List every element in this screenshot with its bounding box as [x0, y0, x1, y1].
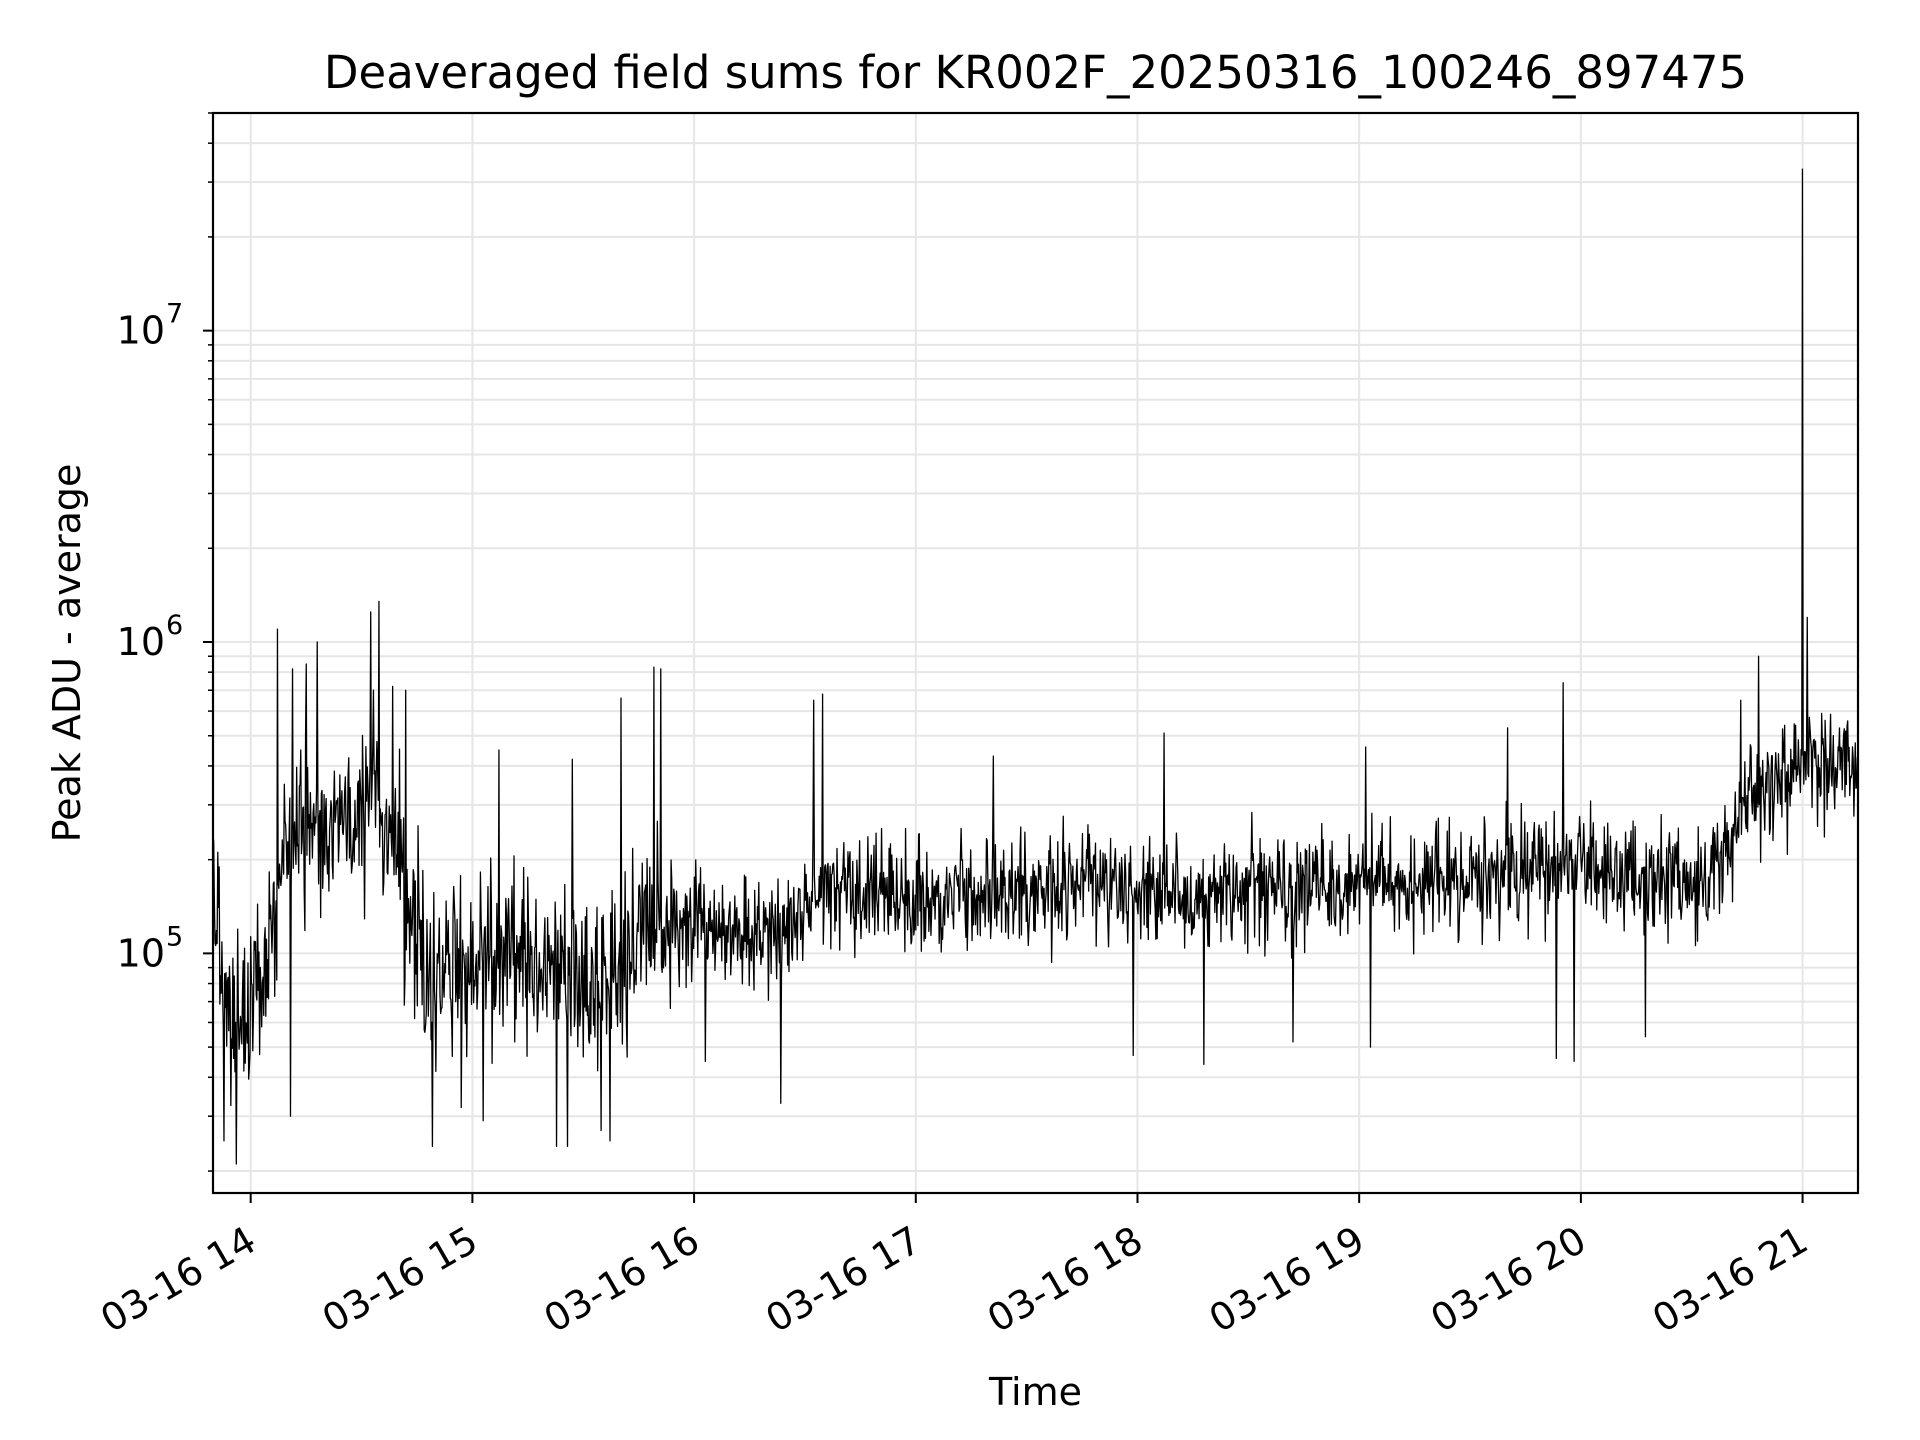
series-line: [213, 168, 1858, 1165]
y-tick-base: 10: [117, 309, 165, 353]
y-tick-exponent: 7: [166, 299, 183, 330]
y-tick-base: 10: [117, 931, 165, 975]
series-layer: [213, 168, 1858, 1165]
y-tick-base: 10: [117, 620, 165, 664]
plot-frame: [211, 111, 1860, 1195]
chart-title: Deaveraged field sums for KR002F_2025031…: [324, 46, 1747, 99]
y-tick-label: 10 7: [117, 299, 184, 353]
y-tick-label: 10 6: [117, 610, 184, 664]
y-tick-label: 10 5: [117, 921, 184, 975]
y-tick-exponent: 6: [166, 610, 183, 641]
y-axis-label: Peak ADU - average: [45, 464, 89, 843]
x-axis-label: Time: [988, 1370, 1082, 1414]
y-tick-exponent: 5: [166, 921, 183, 952]
